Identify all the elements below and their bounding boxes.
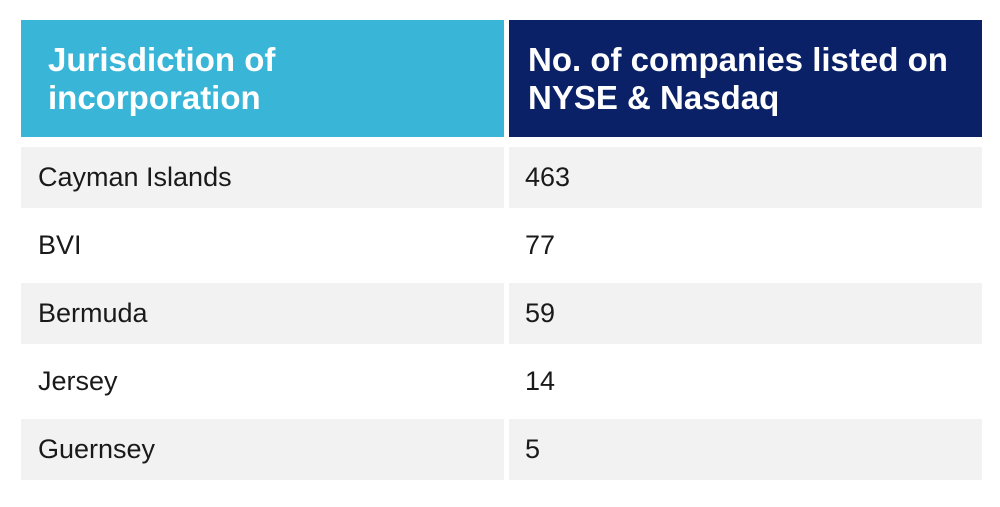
jurisdiction-cell: BVI [21, 215, 504, 276]
jurisdiction-cell: Jersey [21, 351, 504, 412]
table-row: BVI 77 [21, 215, 982, 276]
table-row: Cayman Islands 463 [21, 147, 982, 208]
header-cell-jurisdiction: Jurisdiction of incorporation [21, 20, 504, 137]
table-header-row: Jurisdiction of incorporation No. of com… [21, 20, 982, 137]
jurisdiction-table: Jurisdiction of incorporation No. of com… [21, 20, 982, 480]
table-body: Cayman Islands 463 BVI 77 Bermuda 59 Jer… [21, 147, 982, 480]
count-cell: 5 [509, 419, 982, 480]
count-cell: 59 [509, 283, 982, 344]
jurisdiction-cell: Bermuda [21, 283, 504, 344]
count-cell: 14 [509, 351, 982, 412]
table-row: Jersey 14 [21, 351, 982, 412]
header-cell-count: No. of companies listed on NYSE & Nasdaq [509, 20, 982, 137]
header-jurisdiction-label: Jurisdiction of incorporation [48, 40, 276, 116]
header-count-label: No. of companies listed on NYSE & Nasdaq [528, 40, 948, 116]
jurisdiction-cell: Cayman Islands [21, 147, 504, 208]
jurisdiction-cell: Guernsey [21, 419, 504, 480]
table-row: Bermuda 59 [21, 283, 982, 344]
count-cell: 463 [509, 147, 982, 208]
count-cell: 77 [509, 215, 982, 276]
table-row: Guernsey 5 [21, 419, 982, 480]
